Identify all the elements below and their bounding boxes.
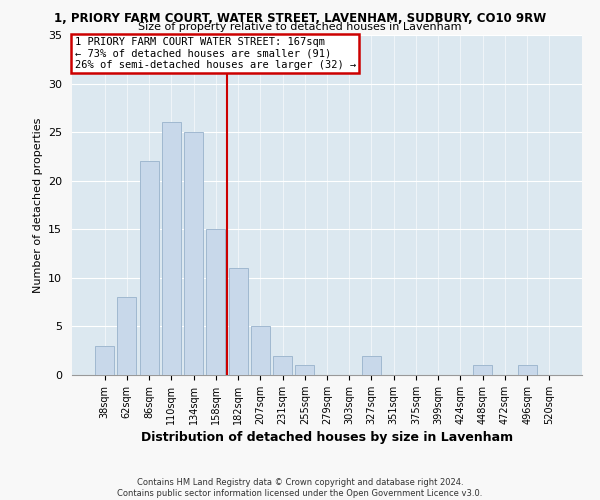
Bar <box>118 298 136 375</box>
Bar <box>95 346 114 375</box>
Bar <box>518 366 536 375</box>
Bar <box>362 356 381 375</box>
Text: Size of property relative to detached houses in Lavenham: Size of property relative to detached ho… <box>138 22 462 32</box>
X-axis label: Distribution of detached houses by size in Lavenham: Distribution of detached houses by size … <box>141 431 513 444</box>
Bar <box>295 366 314 375</box>
Text: Contains HM Land Registry data © Crown copyright and database right 2024.
Contai: Contains HM Land Registry data © Crown c… <box>118 478 482 498</box>
Text: 1 PRIORY FARM COURT WATER STREET: 167sqm
← 73% of detached houses are smaller (9: 1 PRIORY FARM COURT WATER STREET: 167sqm… <box>74 36 356 70</box>
Bar <box>206 230 225 375</box>
Y-axis label: Number of detached properties: Number of detached properties <box>32 118 43 292</box>
Bar <box>251 326 270 375</box>
Bar <box>162 122 181 375</box>
Bar <box>184 132 203 375</box>
Bar <box>140 162 158 375</box>
Bar <box>229 268 248 375</box>
Bar <box>473 366 492 375</box>
Bar <box>273 356 292 375</box>
Text: 1, PRIORY FARM COURT, WATER STREET, LAVENHAM, SUDBURY, CO10 9RW: 1, PRIORY FARM COURT, WATER STREET, LAVE… <box>54 12 546 26</box>
